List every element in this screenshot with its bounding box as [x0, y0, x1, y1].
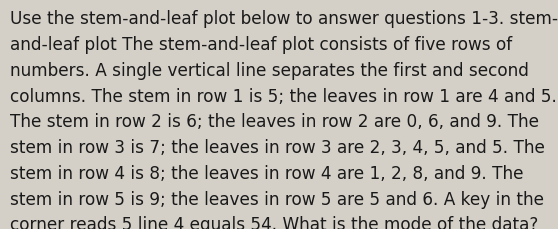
Text: The stem in row 2 is 6; the leaves in row 2 are 0, 6, and 9. The: The stem in row 2 is 6; the leaves in ro…	[10, 113, 539, 131]
Text: stem in row 4 is 8; the leaves in row 4 are 1, 2, 8, and 9. The: stem in row 4 is 8; the leaves in row 4 …	[10, 164, 523, 182]
Text: Use the stem-and-leaf plot below to answer questions 1-3. stem-: Use the stem-and-leaf plot below to answ…	[10, 10, 558, 28]
Text: stem in row 3 is 7; the leaves in row 3 are 2, 3, 4, 5, and 5. The: stem in row 3 is 7; the leaves in row 3 …	[10, 139, 545, 156]
Text: stem in row 5 is 9; the leaves in row 5 are 5 and 6. A key in the: stem in row 5 is 9; the leaves in row 5 …	[10, 190, 544, 208]
Text: numbers. A single vertical line separates the first and second: numbers. A single vertical line separate…	[10, 62, 529, 79]
Text: corner reads 5 line 4 equals 54. What is the mode of the data?: corner reads 5 line 4 equals 54. What is…	[10, 215, 538, 229]
Text: and-leaf plot The stem-and-leaf plot consists of five rows of: and-leaf plot The stem-and-leaf plot con…	[10, 36, 512, 54]
Text: columns. The stem in row 1 is 5; the leaves in row 1 are 4 and 5.: columns. The stem in row 1 is 5; the lea…	[10, 87, 557, 105]
